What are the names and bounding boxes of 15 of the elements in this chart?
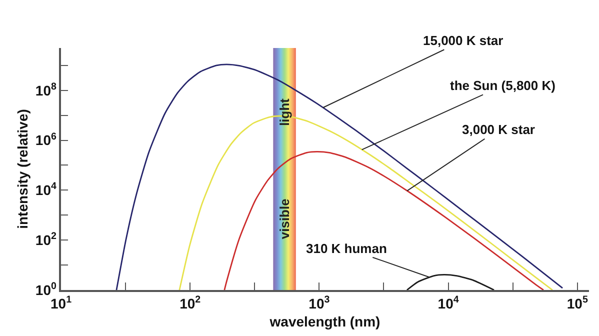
- x-tick-label: 10$^{3}$: [308, 294, 330, 312]
- x-tick-label: 10$^{2}$: [180, 294, 202, 312]
- text: 3,000 K star: [462, 122, 535, 137]
- y-tick-label: 10$^{8}$: [35, 81, 57, 98]
- x-tick-label: 10$^{5}$: [566, 294, 588, 312]
- y-axis-title: intensity (relative): [14, 109, 31, 229]
- x-axis-title: wavelength (nm): [268, 313, 380, 330]
- y-tick-label: 10$^{6}$: [35, 131, 57, 148]
- y-tick-label: 10$^{2}$: [35, 231, 57, 248]
- text: the Sun (5,800 K): [450, 78, 556, 93]
- text: 310 K human: [306, 241, 387, 256]
- text: visible light: [276, 98, 292, 240]
- x-tick-label: 10$^{4}$: [438, 294, 460, 312]
- y-tick-label: 10$^{4}$: [35, 181, 57, 198]
- text: 15,000 K star: [423, 33, 504, 48]
